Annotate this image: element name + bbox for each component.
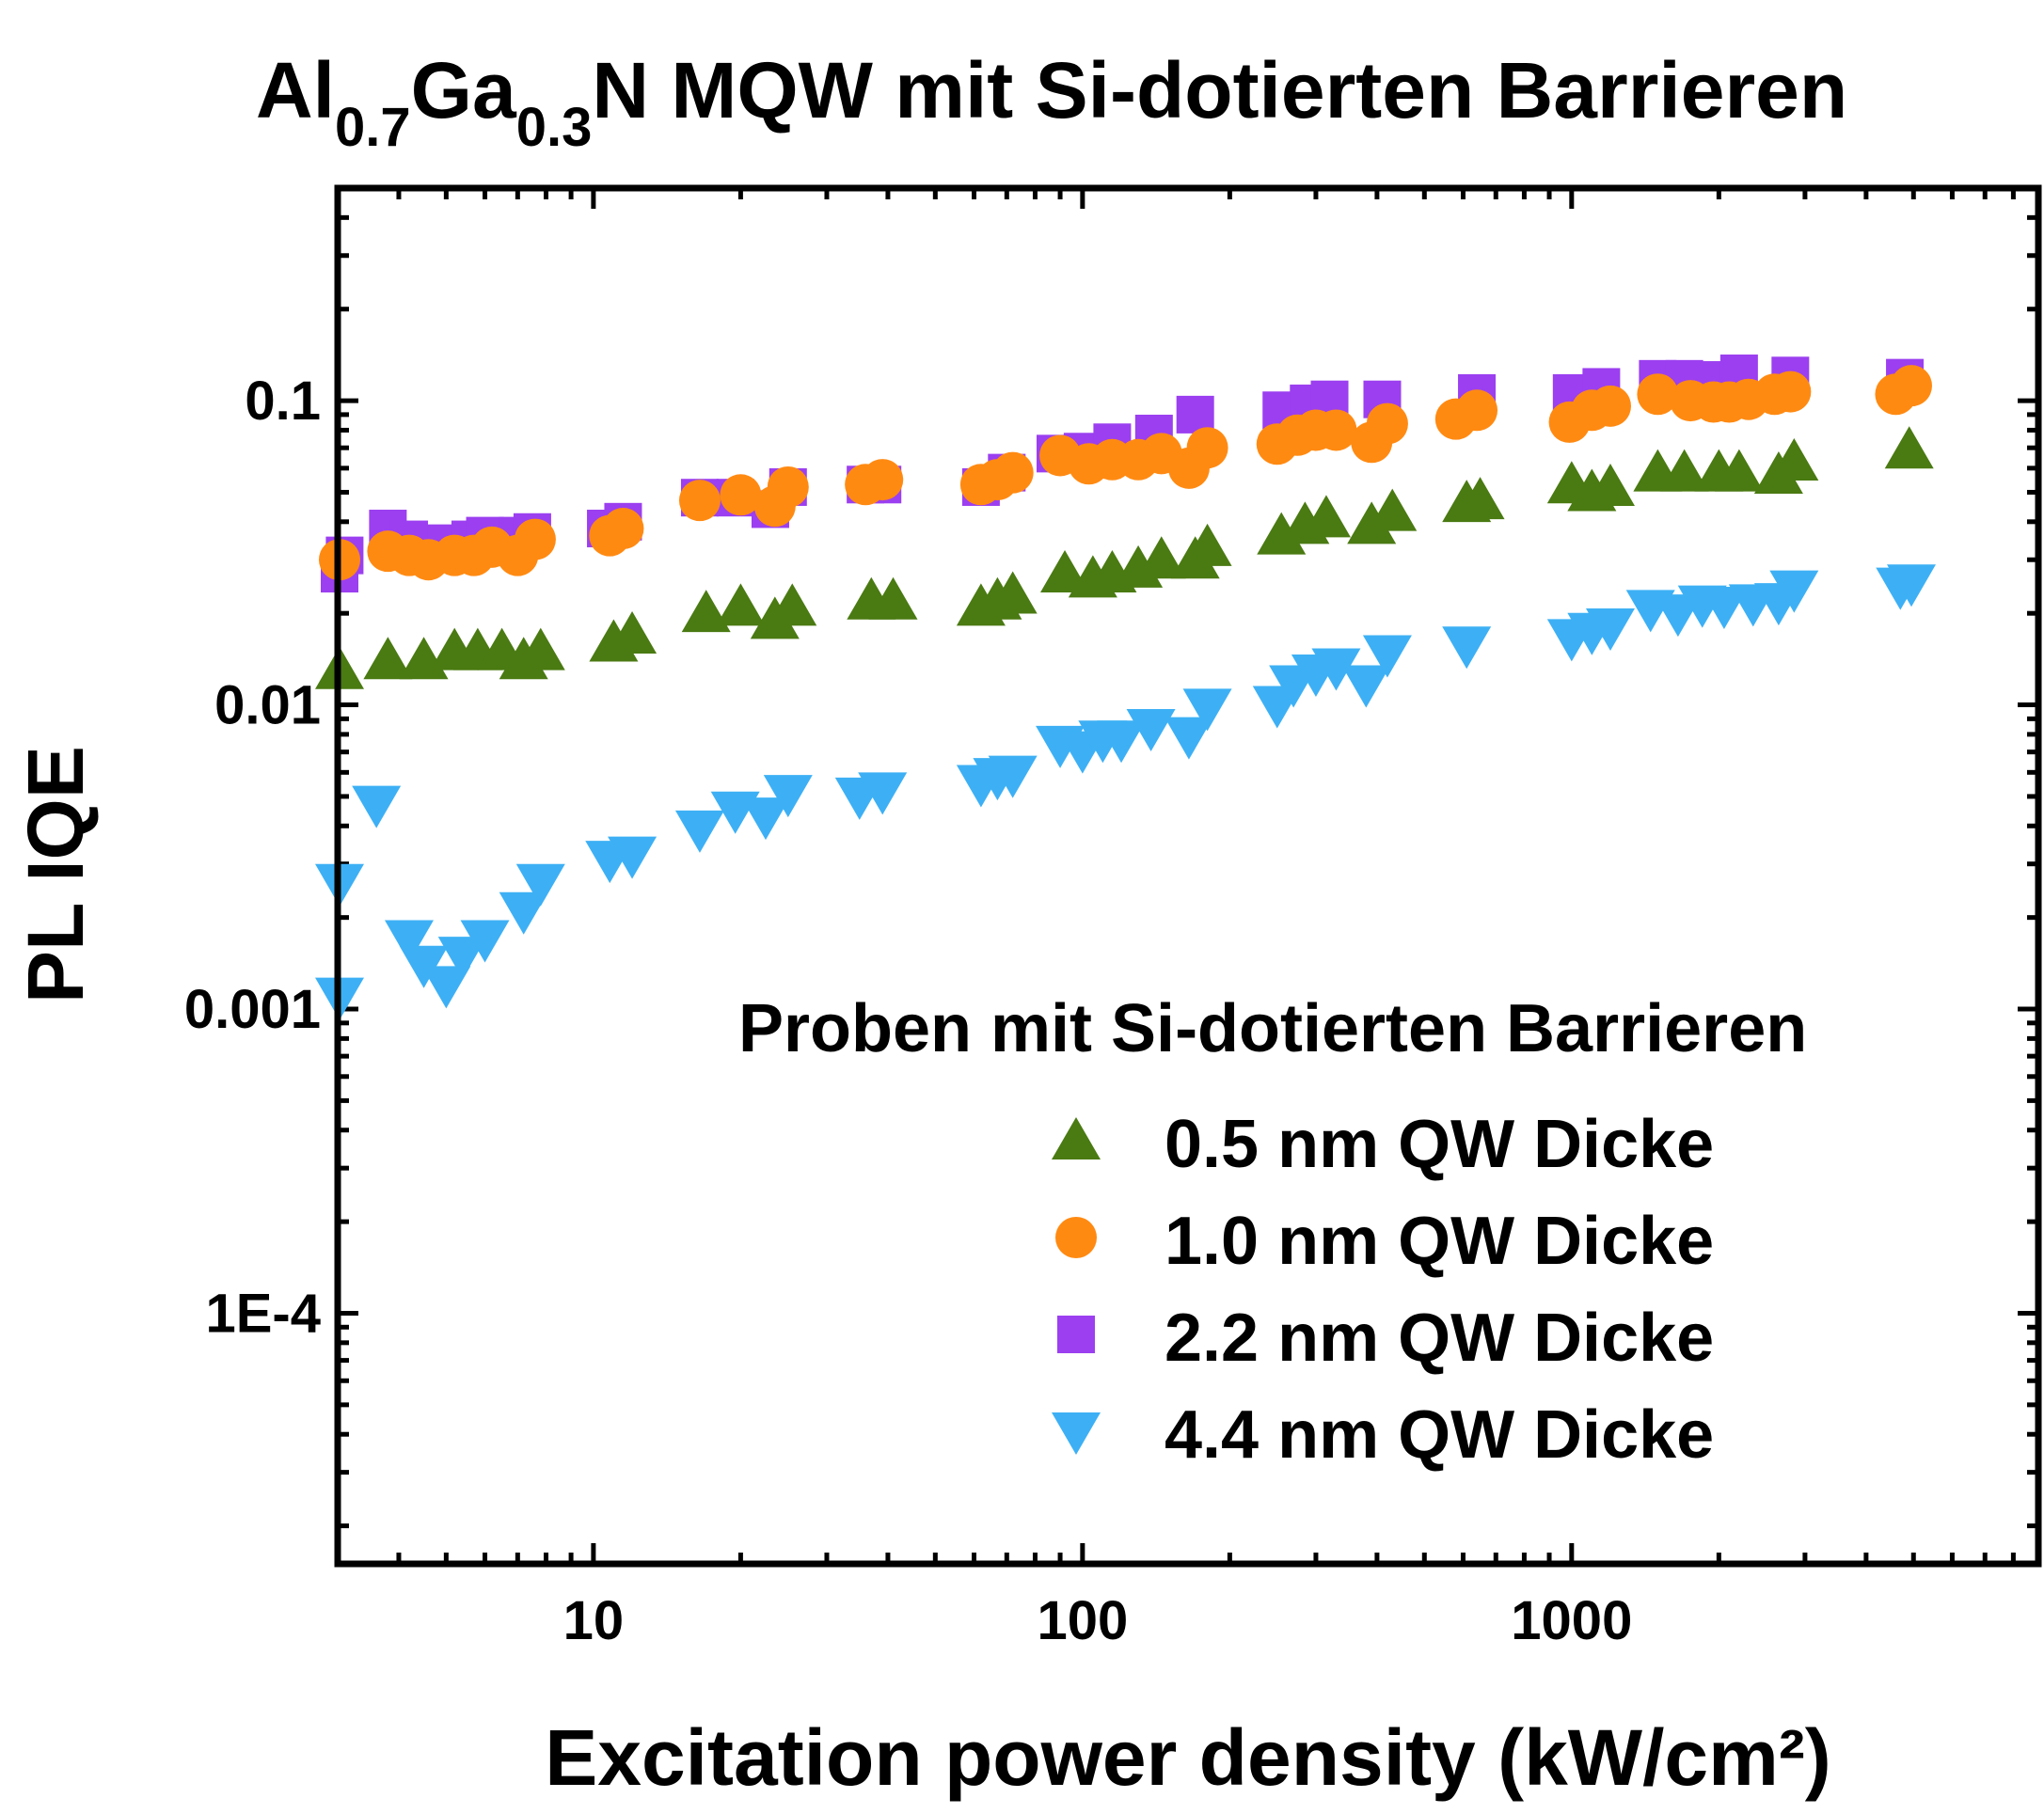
data-point: [1301, 495, 1351, 538]
data-point: [1585, 463, 1635, 506]
data-point: [1136, 536, 1186, 579]
data-point: [1126, 709, 1176, 752]
data-point: [1589, 385, 1631, 427]
data-point: [515, 863, 565, 907]
data-point: [1886, 564, 1936, 607]
title-rest: N MQW mit Si-dotierten Barrieren: [592, 46, 1847, 134]
data-point: [1769, 570, 1819, 613]
title-sub1: 0.7: [335, 97, 411, 158]
data-point: [1182, 688, 1232, 732]
data-point: [1347, 501, 1397, 544]
data-point: [1315, 409, 1357, 451]
x-tick-label: 100: [1037, 1590, 1128, 1651]
legend-label: 4.4 nm QW Dicke: [1165, 1397, 1714, 1473]
legend-label: 2.2 nm QW Dicke: [1165, 1301, 1714, 1376]
title-sub2: 0.3: [516, 97, 593, 158]
data-point: [678, 480, 721, 522]
data-point: [988, 755, 1038, 798]
data-point: [1366, 402, 1408, 445]
data-point: [720, 474, 762, 516]
data-point: [1884, 426, 1934, 469]
data-point: [1368, 488, 1418, 531]
y-tick-label: 0.01: [214, 675, 321, 736]
data-points: [315, 355, 1936, 1020]
legend-title: Proben mit Si-dotierten Barrieren: [738, 991, 1807, 1066]
y-tick-label: 0.001: [184, 979, 321, 1040]
data-point: [384, 920, 434, 963]
data-point: [499, 891, 548, 935]
series-circle: [319, 365, 1932, 581]
data-point: [602, 508, 644, 550]
data-point: [1585, 607, 1635, 651]
data-point: [1182, 523, 1232, 566]
legend-marker: [1052, 1117, 1101, 1159]
legend-label: 1.0 nm QW Dicke: [1165, 1204, 1714, 1279]
data-point: [1311, 648, 1361, 691]
data-point: [1040, 550, 1090, 593]
x-tick-label: 10: [563, 1590, 625, 1651]
data-point: [858, 772, 908, 815]
data-point: [767, 465, 809, 508]
legend-item: 1.0 nm QW Dicke: [1055, 1204, 1714, 1279]
data-point: [1341, 665, 1391, 708]
data-point: [460, 920, 510, 963]
data-point: [681, 590, 731, 633]
legend-marker: [1052, 1412, 1101, 1455]
data-point: [1186, 427, 1228, 469]
data-point: [1637, 373, 1679, 416]
legend-label: 0.5 nm QW Dicke: [1165, 1107, 1714, 1182]
data-point: [515, 627, 565, 670]
data-point: [1714, 449, 1764, 492]
data-point: [1659, 449, 1709, 492]
x-axis-title: Excitation power density (kW/cm²): [545, 1713, 1831, 1802]
data-point: [763, 775, 813, 818]
data-point: [868, 576, 918, 620]
data-point: [862, 459, 904, 501]
data-point: [1456, 389, 1498, 432]
data-point: [363, 637, 413, 680]
data-point: [1455, 477, 1505, 520]
data-point: [716, 583, 766, 626]
data-point: [608, 836, 658, 879]
x-tick-label: 1000: [1511, 1590, 1632, 1651]
data-point: [988, 571, 1038, 614]
data-point: [1769, 438, 1819, 481]
data-point: [352, 785, 402, 828]
plot-frame: [334, 184, 2042, 1568]
title-base1: Al: [256, 46, 335, 134]
legend-item: 4.4 nm QW Dicke: [1052, 1397, 1714, 1473]
data-point: [514, 518, 556, 560]
data-point: [1890, 365, 1932, 407]
data-point: [768, 583, 817, 626]
data-point: [1442, 626, 1492, 670]
legend-item: 0.5 nm QW Dicke: [1052, 1107, 1714, 1182]
y-axis-title: PL IQE: [11, 746, 100, 1003]
legend-item: 2.2 nm QW Dicke: [1057, 1301, 1714, 1376]
data-point: [1097, 720, 1147, 764]
data-point: [674, 810, 724, 853]
data-point: [741, 797, 791, 841]
series-triangle-down: [315, 564, 1936, 1020]
data-point: [1769, 371, 1812, 413]
legend-marker: [1057, 1316, 1095, 1353]
legend-marker: [1055, 1217, 1097, 1258]
data-point: [421, 966, 471, 1009]
title-base2: Ga: [411, 46, 517, 134]
data-point: [608, 611, 658, 655]
legend: Proben mit Si-dotierten Barrieren 0.5 nm…: [738, 991, 1807, 1473]
tick-labels: 10 100 1000 1E-4 0.001 0.01 0.1: [184, 371, 1632, 1651]
chart-title: Al0.7Ga0.3N MQW mit Si-dotierten Barrier…: [256, 46, 1847, 158]
data-point: [991, 451, 1034, 494]
data-point: [1164, 717, 1213, 760]
data-point: [437, 937, 487, 980]
data-point: [1362, 635, 1412, 678]
y-tick-label: 0.1: [245, 371, 321, 432]
y-tick-label: 1E-4: [205, 1283, 321, 1344]
